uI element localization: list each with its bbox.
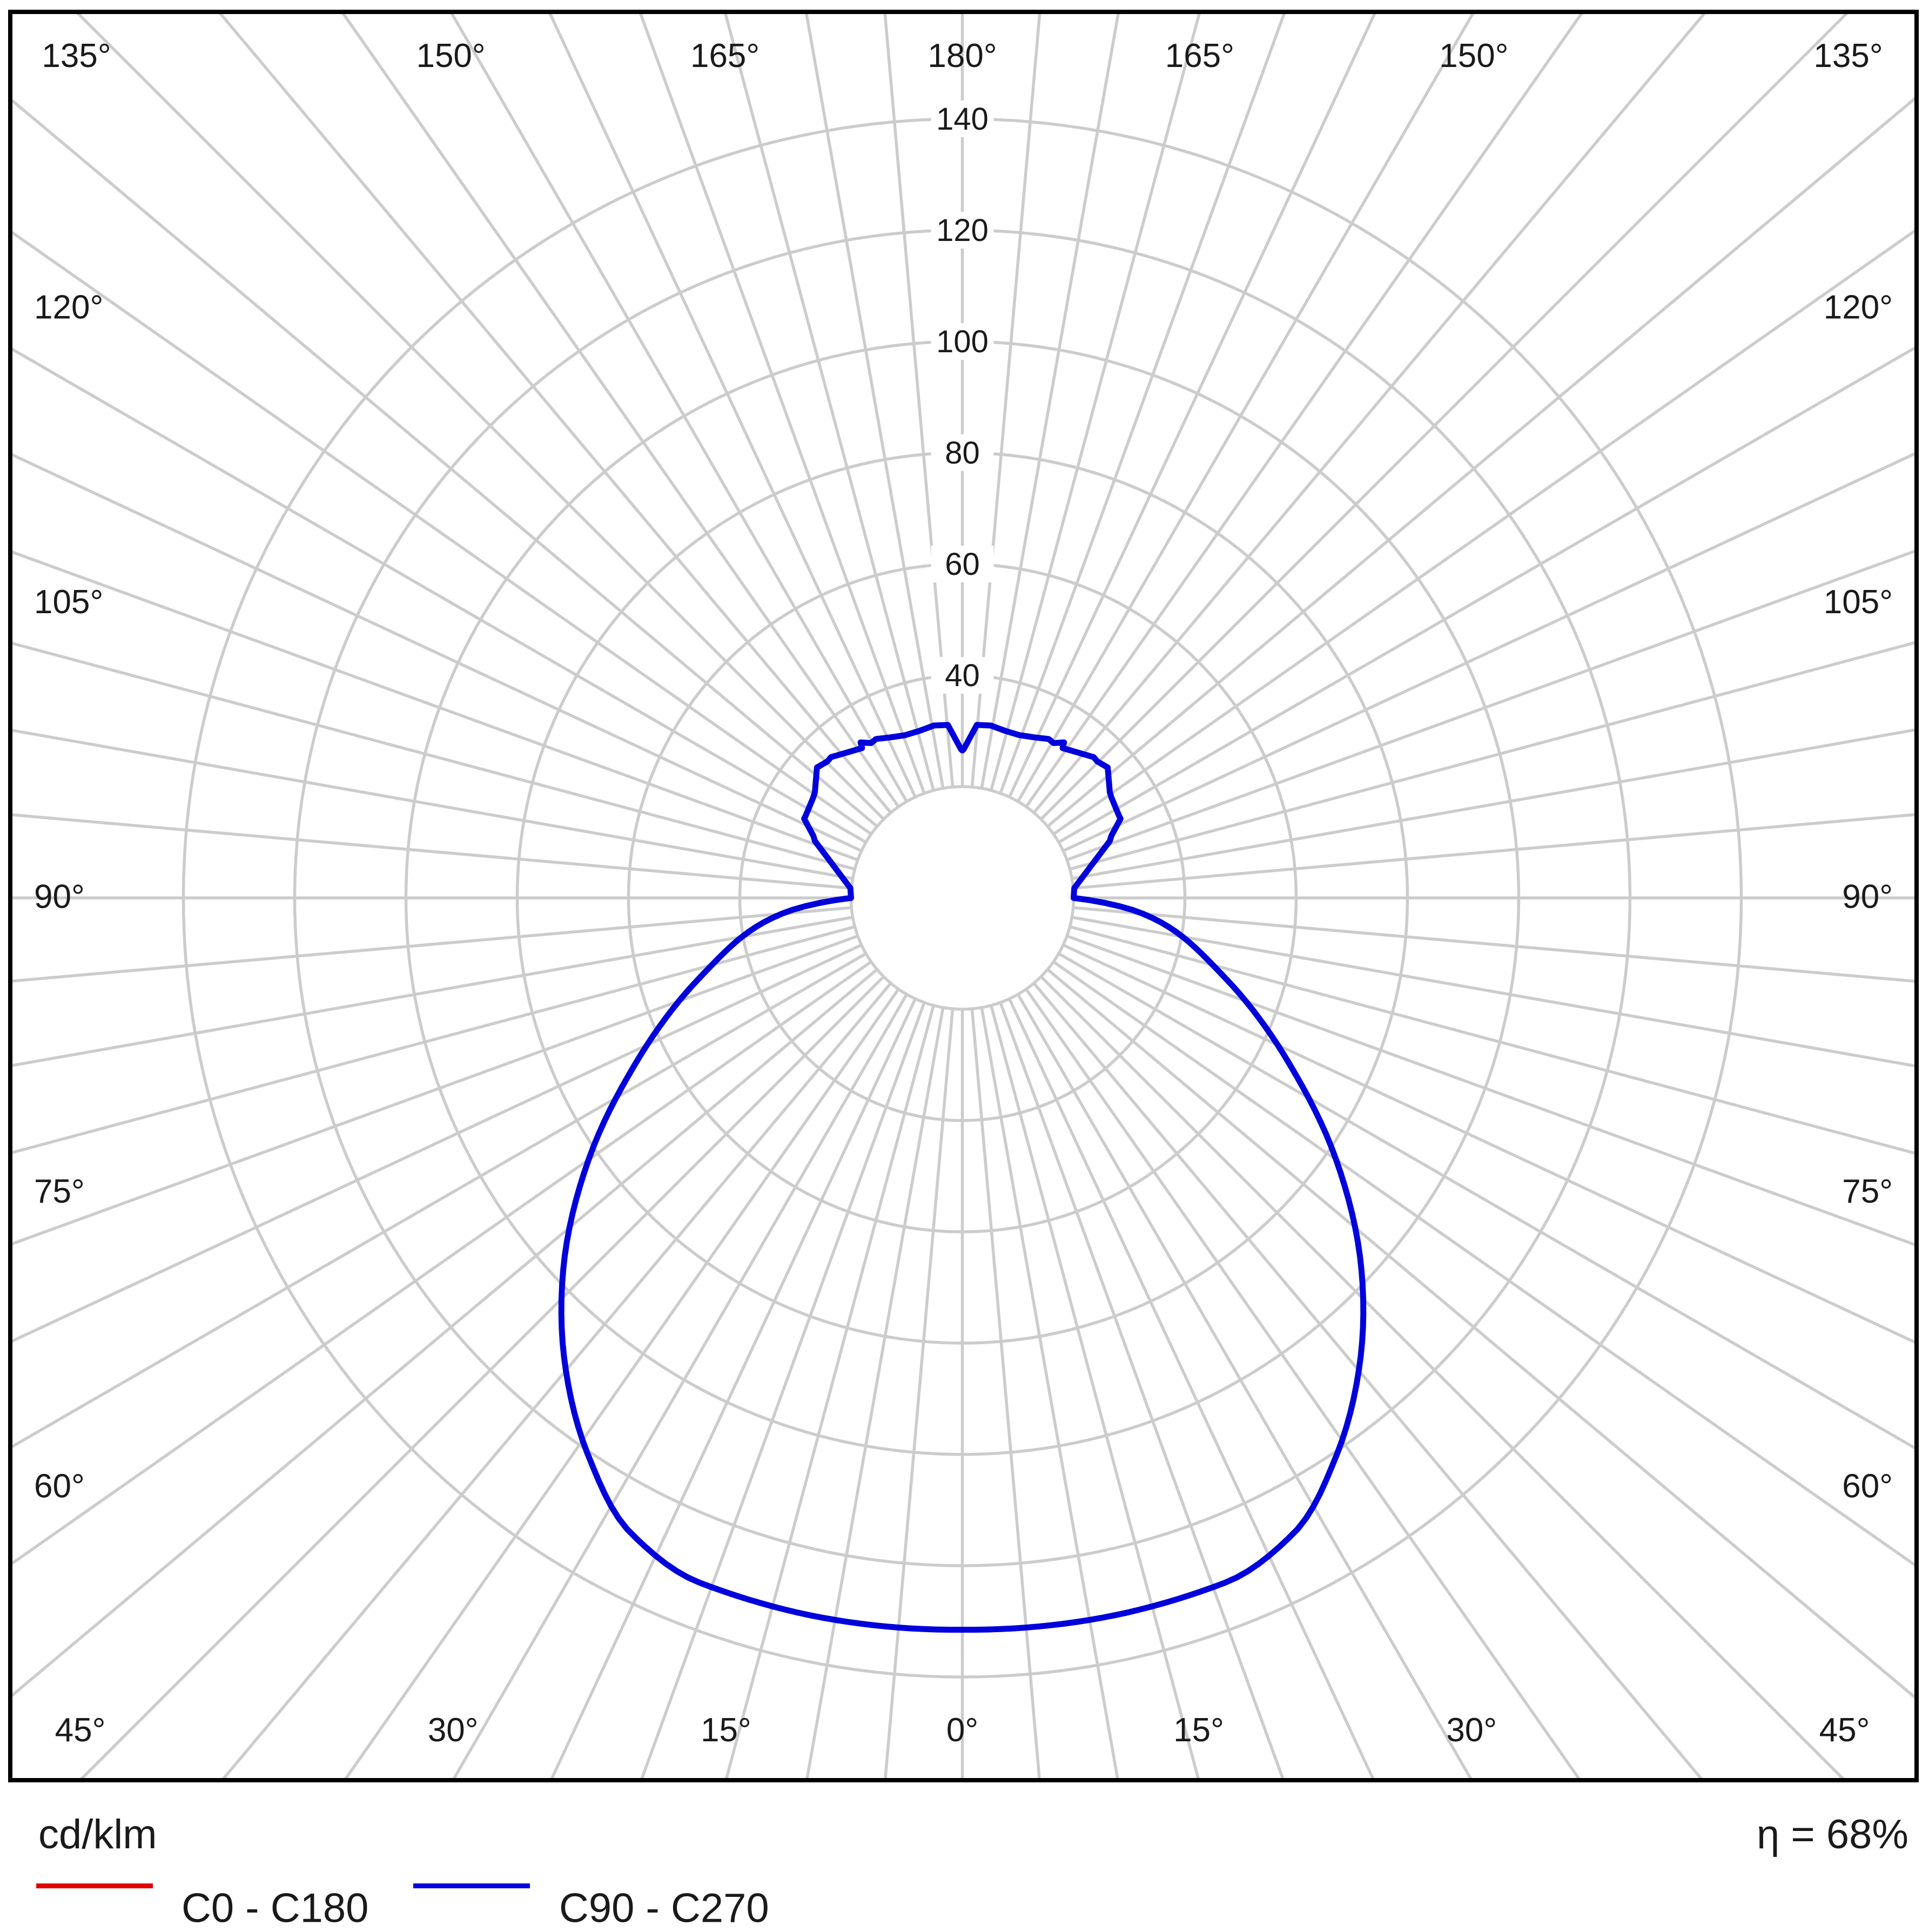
svg-text:60°: 60° (34, 1468, 85, 1505)
svg-text:100: 100 (936, 324, 989, 359)
svg-text:η = 68%: η = 68% (1757, 1812, 1908, 1857)
svg-text:165°: 165° (1165, 37, 1234, 75)
svg-text:90°: 90° (1842, 878, 1893, 916)
svg-text:165°: 165° (690, 37, 759, 75)
svg-text:105°: 105° (1824, 583, 1893, 621)
svg-text:140: 140 (936, 102, 989, 137)
svg-text:135°: 135° (42, 37, 111, 75)
svg-text:120°: 120° (34, 289, 103, 326)
svg-text:90°: 90° (34, 878, 85, 916)
svg-text:30°: 30° (428, 1712, 479, 1749)
svg-text:15°: 15° (701, 1712, 751, 1749)
svg-text:60°: 60° (1842, 1468, 1893, 1505)
svg-text:80: 80 (945, 435, 980, 471)
svg-text:135°: 135° (1813, 37, 1883, 75)
svg-text:45°: 45° (1819, 1712, 1870, 1749)
svg-text:150°: 150° (416, 37, 485, 75)
svg-text:105°: 105° (34, 583, 103, 621)
svg-text:0°: 0° (946, 1712, 978, 1749)
svg-text:180°: 180° (927, 37, 997, 75)
svg-text:cd/klm: cd/klm (38, 1812, 157, 1857)
svg-text:120: 120 (936, 213, 989, 248)
svg-text:30°: 30° (1446, 1712, 1497, 1749)
svg-text:60: 60 (945, 547, 980, 582)
svg-text:C0 - C180: C0 - C180 (182, 1886, 368, 1929)
svg-text:150°: 150° (1439, 37, 1508, 75)
svg-text:75°: 75° (1842, 1173, 1893, 1210)
svg-text:45°: 45° (55, 1712, 106, 1749)
svg-text:40: 40 (945, 658, 980, 693)
svg-text:75°: 75° (34, 1173, 85, 1210)
svg-text:120°: 120° (1824, 289, 1893, 326)
svg-text:C90 - C270: C90 - C270 (559, 1886, 769, 1929)
svg-text:15°: 15° (1173, 1712, 1224, 1749)
